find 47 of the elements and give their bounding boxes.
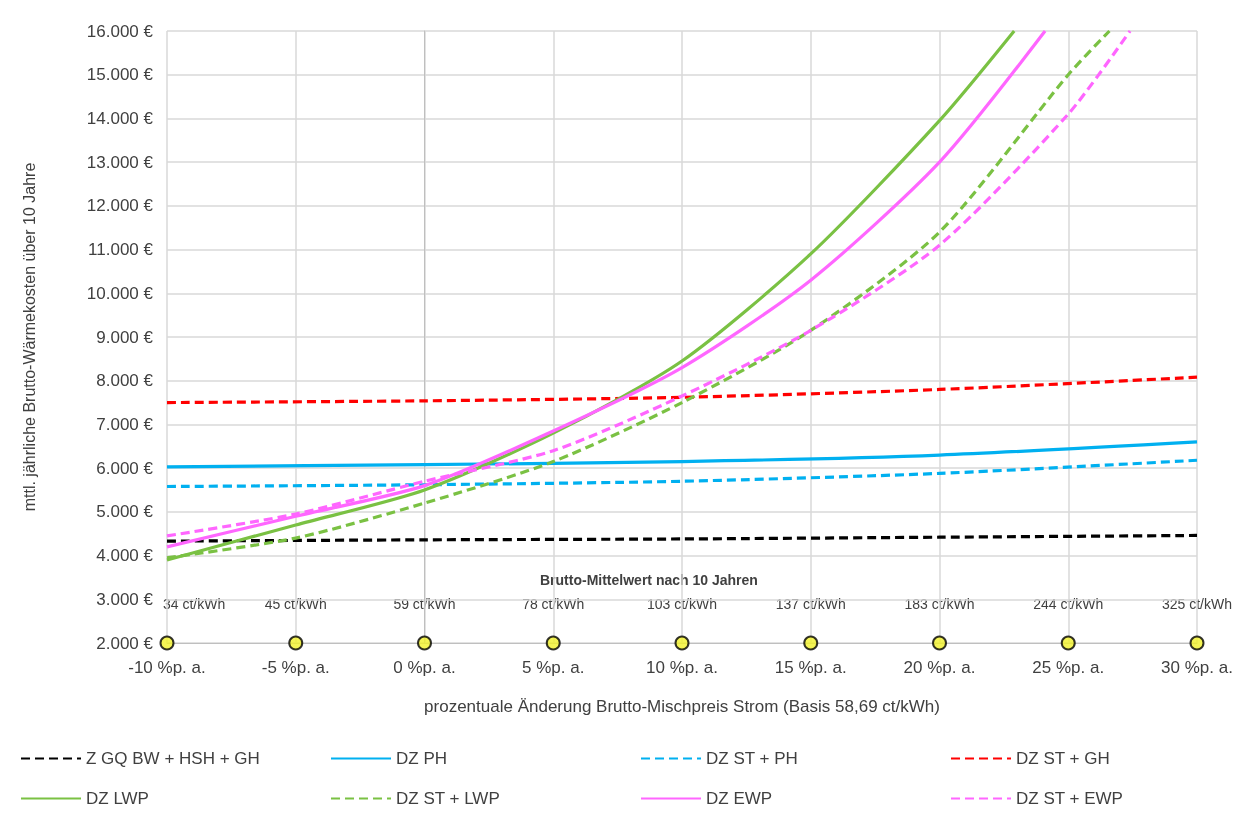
legend-label: DZ EWP <box>706 789 773 808</box>
y-tick-label: 15.000 € <box>86 65 154 85</box>
y-tick-label: 12.000 € <box>86 196 154 216</box>
annotation: 78 ct/kWh <box>522 596 585 612</box>
x-tick-label: 5 %p. a. <box>522 658 585 677</box>
annotation: Brutto-Mittelwert nach 10 Jahren <box>540 572 758 588</box>
annotation: 45 ct/kWh <box>264 596 327 612</box>
annotation: 244 ct/kWh <box>1033 596 1104 612</box>
line-series <box>165 440 1199 469</box>
annotation: 103 ct/kWh <box>646 596 718 612</box>
legend-label: DZ ST + PH <box>706 749 798 768</box>
annotation: 59 ct/kWh <box>393 596 456 612</box>
annotation: 34 ct/kWh <box>163 596 226 612</box>
line-series <box>165 375 1199 405</box>
line-series <box>165 458 1199 489</box>
legend-label: DZ LWP <box>86 789 149 808</box>
y-tick-label: 8.000 € <box>96 371 154 391</box>
y-tick-label: 11.000 € <box>88 240 154 260</box>
x-tick-label: -5 %p. a. <box>261 658 330 677</box>
y-tick-label: 13.000 € <box>86 152 154 172</box>
y-tick-label: 4.000 € <box>96 546 154 566</box>
annotation: 325 ct/kWh <box>1161 596 1233 612</box>
y-tick-label: 2.000 € <box>96 633 154 653</box>
x-tick-label: 10 %p. a. <box>646 658 718 677</box>
y-tick-label: 14.000 € <box>86 108 154 128</box>
legend-label: DZ ST + GH <box>1016 749 1110 768</box>
y-tick-label: 7.000 € <box>96 414 154 434</box>
x-tick-label: 15 %p. a. <box>774 658 847 677</box>
y-tick-label: 9.000 € <box>96 327 154 347</box>
x-tick-label: 20 %p. a. <box>903 658 976 677</box>
y-tick-label: 5.000 € <box>96 502 154 522</box>
y-tick-label: 3.000 € <box>96 589 154 609</box>
x-tick-label: -10 %p. a. <box>128 658 206 677</box>
x-tick-label: 30 %p. a. <box>1161 658 1233 677</box>
y-tick-label: 6.000 € <box>96 458 154 478</box>
legend-label: DZ ST + LWP <box>396 789 500 808</box>
annotation: 137 ct/kWh <box>775 596 846 612</box>
annotation: 183 ct/kWh <box>904 596 975 612</box>
legend-label: DZ PH <box>396 749 447 768</box>
y-tick-label: 10.000 € <box>86 283 154 303</box>
y-tick-label: 16.000 € <box>86 21 154 41</box>
x-axis-title: prozentuale Änderung Brutto-Mischpreis Strom (Basis 58,69 ct/kWh) <box>424 697 940 716</box>
x-tick-label: 25 %p. a. <box>1032 658 1105 677</box>
legend-label: Z GQ BW + HSH + GH <box>86 749 260 768</box>
x-tick-label: 0 %p. a. <box>393 658 456 677</box>
legend-label: DZ ST + EWP <box>1016 789 1123 808</box>
y-axis-title: mttl. jährliche Brutto-Wärmekosten über 10 Jahre <box>20 162 38 512</box>
